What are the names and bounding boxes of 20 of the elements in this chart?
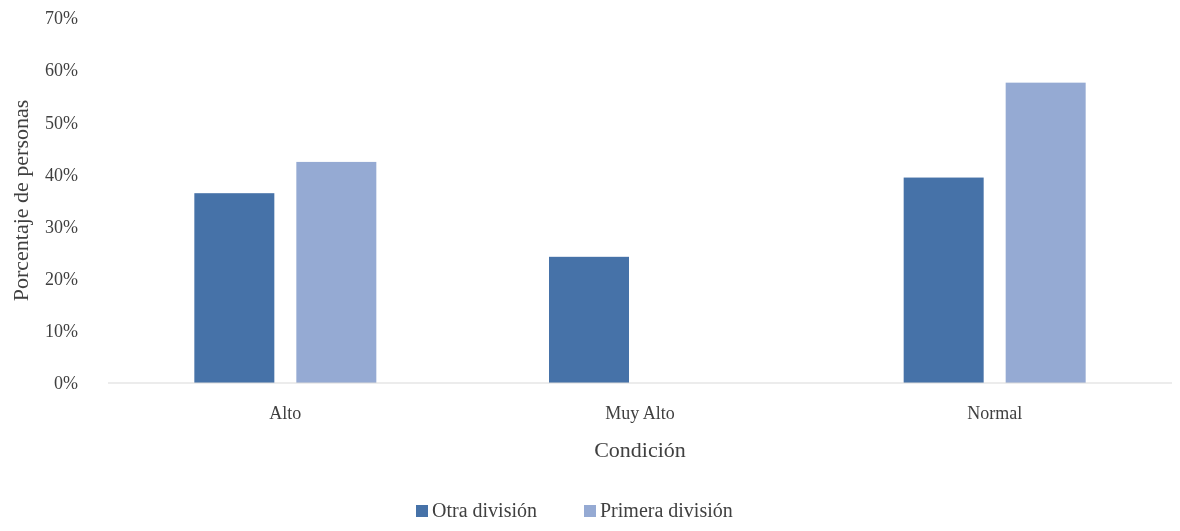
y-tick-label: 50%	[45, 112, 78, 133]
y-tick-label: 40%	[45, 164, 78, 185]
bar	[296, 161, 377, 383]
y-tick-label: 0%	[54, 373, 78, 394]
y-tick-label: 30%	[45, 216, 78, 237]
x-tick-label: Normal	[967, 403, 1023, 423]
y-tick-label: 70%	[45, 8, 78, 29]
bar	[549, 256, 629, 383]
x-tick-label: Alto	[269, 403, 302, 423]
y-tick-label: 10%	[45, 321, 78, 342]
y-tick-label: 60%	[45, 60, 78, 81]
legend-label: Otra división	[432, 499, 537, 521]
bar	[903, 177, 984, 383]
x-tick-label: Muy Alto	[605, 403, 675, 423]
legend-label: Primera división	[600, 499, 733, 521]
y-tick-label: 20%	[45, 269, 78, 290]
x-axis-title: Condición	[594, 437, 686, 462]
bar	[1005, 82, 1086, 383]
y-axis-title: Porcentaje de personas	[8, 99, 33, 302]
bar	[194, 193, 275, 383]
